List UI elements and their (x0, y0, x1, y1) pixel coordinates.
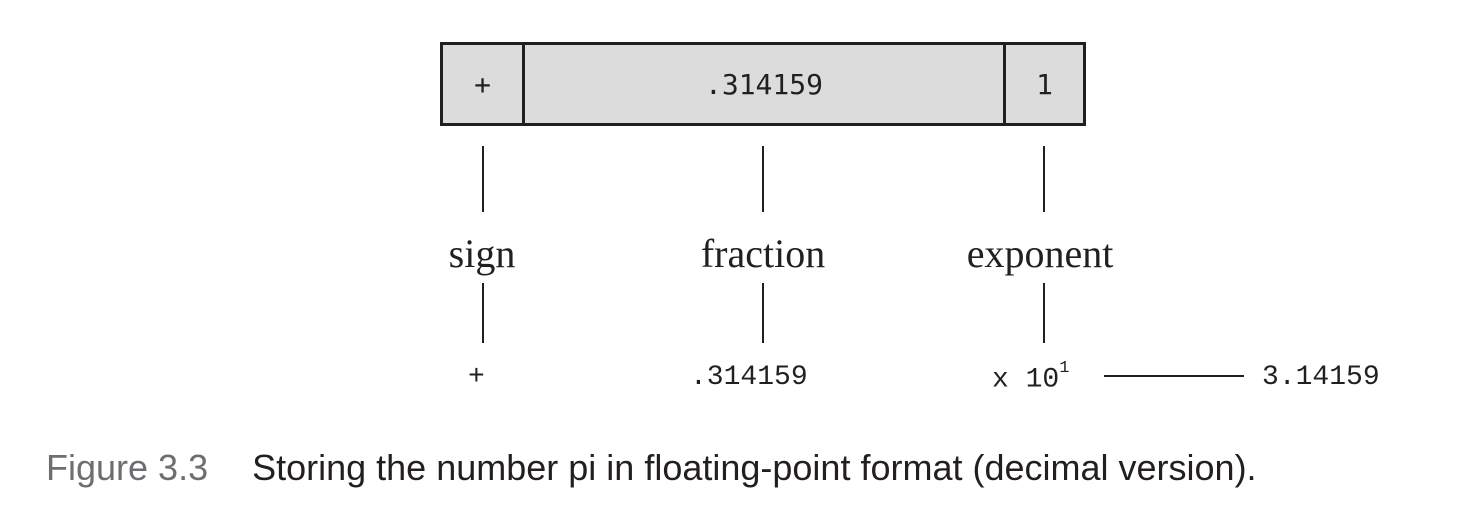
fraction-value: .314159 (690, 362, 808, 393)
sign-cell-value: + (474, 67, 491, 101)
exponent-value: x 101 (992, 360, 1069, 396)
exponent-value-prefix: x 10 (992, 364, 1060, 396)
sign-cell: + (440, 42, 525, 126)
result-connector (1104, 375, 1244, 377)
figure-caption: Figure 3.3 Storing the number pi in float… (46, 450, 1257, 486)
sign-value: + (468, 362, 485, 393)
exponent-connector-upper (1043, 146, 1045, 212)
sign-connector-lower (482, 283, 484, 343)
sign-label: sign (448, 231, 516, 276)
exponent-cell: 1 (1003, 42, 1086, 126)
exponent-cell-value: 1 (1036, 67, 1053, 101)
exponent-label: exponent (966, 231, 1114, 276)
fraction-label: fraction (700, 231, 826, 276)
figure-caption-text: Storing the number pi in floating-point … (252, 447, 1257, 488)
fraction-cell-value: .314159 (704, 67, 823, 101)
fraction-connector-upper (762, 146, 764, 212)
fraction-cell: .314159 (522, 42, 1006, 126)
result-value: 3.14159 (1262, 362, 1380, 393)
exponent-value-power: 1 (1059, 359, 1070, 378)
sign-connector-upper (482, 146, 484, 212)
fraction-connector-lower (762, 283, 764, 343)
figure-number: Figure 3.3 (46, 447, 209, 488)
exponent-connector-lower (1043, 283, 1045, 343)
